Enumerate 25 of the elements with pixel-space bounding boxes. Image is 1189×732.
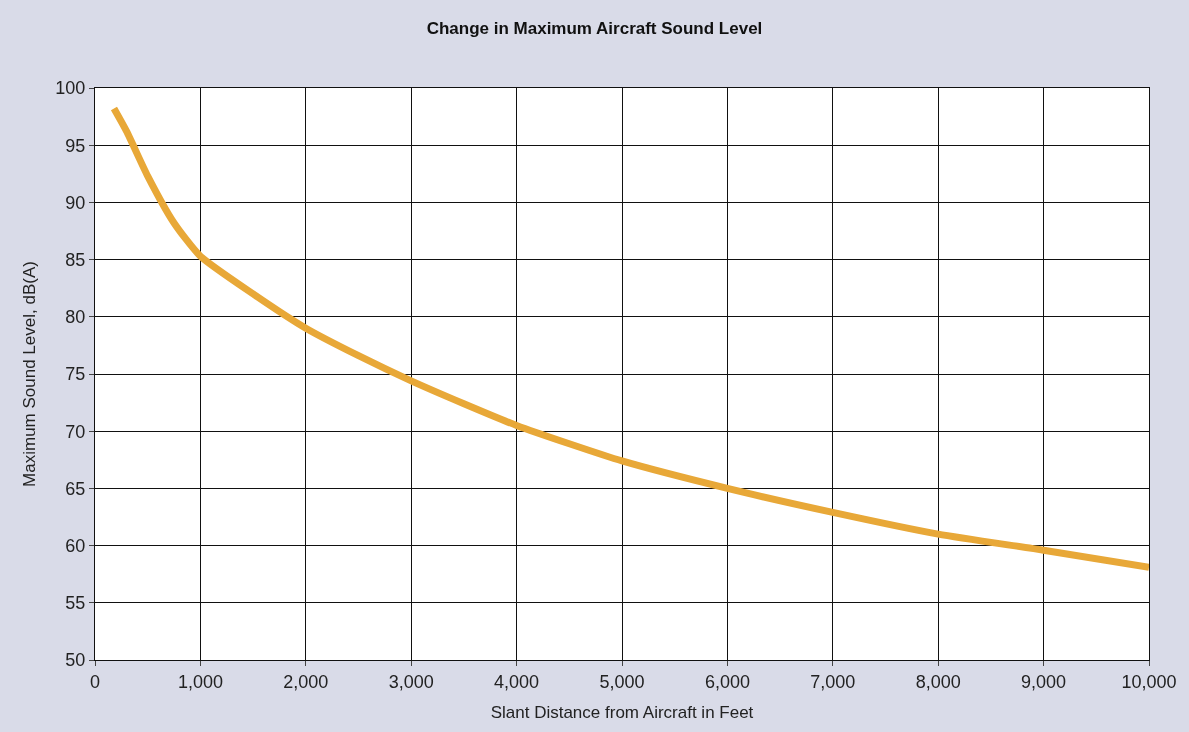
x-tick-label: 8,000 bbox=[915, 671, 961, 692]
x-tick-label: 3,000 bbox=[388, 671, 434, 692]
x-axis-title: Slant Distance from Aircraft in Feet bbox=[490, 703, 754, 722]
y-tick-label: 80 bbox=[65, 307, 86, 328]
y-tick-label: 95 bbox=[65, 135, 86, 156]
y-tick-label: 55 bbox=[65, 593, 86, 614]
y-tick-label: 50 bbox=[65, 650, 86, 671]
x-tick-label: 9,000 bbox=[1021, 671, 1067, 692]
x-tick-label: 7,000 bbox=[810, 671, 856, 692]
x-tick-label: 2,000 bbox=[283, 671, 329, 692]
chart-title: Change in Maximum Aircraft Sound Level bbox=[426, 18, 763, 38]
y-tick-label: 70 bbox=[65, 421, 86, 442]
y-axis-title: Maximum Sound Level, dB(A) bbox=[19, 261, 39, 487]
y-tick-label: 60 bbox=[65, 535, 86, 556]
y-tick-label: 90 bbox=[65, 192, 86, 213]
x-tick-label: 6,000 bbox=[704, 671, 750, 692]
x-tick-label: 1,000 bbox=[177, 671, 223, 692]
x-tick-label: 10,000 bbox=[1121, 671, 1177, 692]
y-tick-label: 85 bbox=[65, 249, 86, 270]
y-tick-label: 100 bbox=[55, 78, 86, 99]
x-tick-label: 0 bbox=[89, 671, 101, 692]
x-tick-label: 5,000 bbox=[599, 671, 645, 692]
y-tick-label: 75 bbox=[65, 364, 86, 385]
y-tick-label: 65 bbox=[65, 478, 86, 499]
x-tick-label: 4,000 bbox=[494, 671, 540, 692]
